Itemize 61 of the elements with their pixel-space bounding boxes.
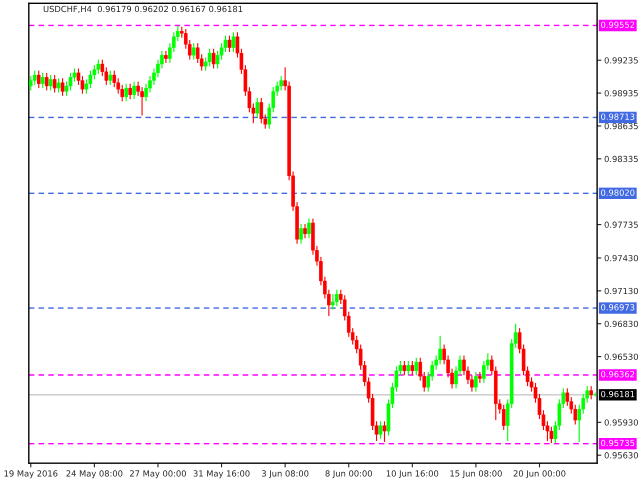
candlestick [212,48,216,69]
candlestick [414,357,418,376]
candlestick [44,72,48,91]
candlestick [132,81,136,100]
ref-line-label: 0.96362 [601,371,634,378]
candlestick [36,70,41,89]
y-tick-label: 0.98635 [604,122,638,130]
y-tick-label: 0.99235 [604,57,638,64]
y-tick-label: 0.98335 [604,156,638,162]
candlestick [192,42,196,60]
x-tick-label: 8 Jun 00:00 [325,470,372,478]
ref-line-label: 0.96973 [601,304,634,310]
x-tick-label: 24 May 08:00 [66,470,122,478]
candlestick [60,78,64,96]
chart-title: USDCHF,H4 0.96179 0.96202 0.96167 0.96181 [44,6,242,13]
ref-line-label: 0.98020 [601,189,634,196]
y-tick-label: 0.95630 [604,452,638,458]
candlestick [406,360,410,376]
candlestick [474,371,478,392]
x-tick-label: 15 Jun 08:00 [450,470,502,478]
y-tick-label: 0.97735 [604,222,638,228]
candlestick [382,420,386,443]
x-tick-label: 27 May 00:00 [130,470,186,478]
candlestick [335,289,339,307]
candlestick [307,218,311,239]
ref-line-label: 0.98713 [601,114,634,120]
candlestick [232,32,236,53]
candlestick [410,360,414,376]
ref-line-label: 0.99552 [601,22,634,28]
x-tick-label: 31 May 16:00 [194,470,250,478]
x-tick-label: 10 Jun 16:00 [386,470,438,478]
candlestick [256,97,260,118]
candlestick [303,223,307,239]
x-tick-label: 20 Jun 00:00 [514,470,566,478]
ref-line-label: 0.96181 [601,390,634,398]
candlestick [378,420,382,440]
candlestick [128,83,132,100]
y-tick-label: 0.98935 [604,90,638,96]
candlestick [164,50,168,64]
candlestick [56,78,60,94]
candlestick [52,74,56,94]
y-tick-label: 0.97130 [604,288,638,294]
candlestick [208,48,212,67]
y-tick-label: 0.97430 [604,254,638,262]
candlestick [108,70,112,86]
candlestick [589,386,593,400]
x-tick-label: 19 May 2016 [4,470,58,478]
candlestick [299,223,303,244]
candlestick [402,360,406,376]
candlestick [40,72,45,89]
y-tick-label: 0.96530 [604,354,638,360]
candlestick [228,35,232,53]
candlestick [478,371,482,384]
candlestick [124,83,128,102]
x-tick-label: 3 Jun 08:00 [262,470,308,478]
y-tick-label: 0.96830 [604,320,638,328]
ref-line-label: 0.95735 [601,440,634,446]
candlestick [279,76,283,91]
candlestick [331,294,335,310]
candlestick [48,74,52,91]
y-tick-label: 0.95930 [604,419,638,426]
